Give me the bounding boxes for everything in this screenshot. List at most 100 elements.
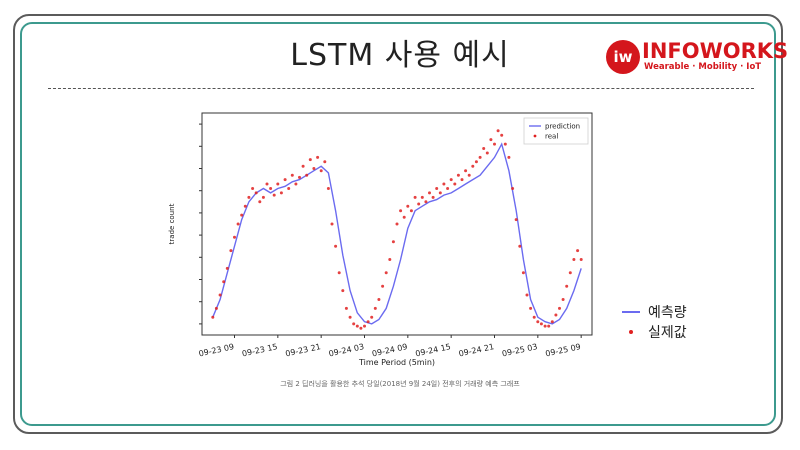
chart-legend-prediction-label: prediction: [545, 123, 580, 131]
real-point-60: [428, 191, 431, 195]
x-tick-label-1: 09-23 15: [241, 342, 278, 358]
real-point-47: [381, 284, 385, 288]
real-point-38: [348, 315, 352, 319]
real-point-20: [283, 178, 287, 182]
x-tick-label-3: 09-24 03: [328, 342, 365, 358]
real-point-70: [464, 169, 468, 173]
real-point-41: [359, 326, 363, 330]
real-point-33: [330, 222, 334, 226]
real-point-86: [521, 271, 525, 275]
x-tick-label-4: 09-24 09: [371, 342, 408, 358]
real-point-97: [561, 298, 565, 301]
real-point-45: [373, 306, 377, 310]
logo-tagline: Wearable · Mobility · IoT: [644, 62, 762, 72]
real-point-91: [539, 322, 543, 326]
real-point-95: [554, 313, 558, 317]
real-point-87: [525, 293, 529, 297]
x-tick-label-5: 09-24 15: [415, 342, 452, 358]
figure-caption: 그림 2 딥러닝을 활용한 추석 당일(2018년 9월 24일) 전후의 거래…: [280, 380, 520, 388]
real-point-75: [482, 147, 486, 150]
real-point-67: [453, 182, 457, 186]
real-point-72: [471, 164, 475, 168]
real-point-0: [211, 315, 215, 319]
real-point-7: [236, 222, 240, 226]
real-point-48: [384, 271, 388, 275]
x-tick-label-7: 09-25 03: [501, 342, 538, 358]
real-point-88: [529, 306, 533, 310]
real-point-62: [435, 187, 439, 190]
real-point-34: [334, 244, 338, 248]
real-point-63: [438, 191, 442, 195]
real-point-22: [290, 173, 294, 177]
real-point-40: [355, 324, 359, 328]
slide-title: LSTM 사용 예시: [290, 38, 510, 73]
real-point-43: [366, 320, 370, 324]
real-dot-swatch: [629, 330, 633, 334]
real-point-24: [298, 175, 301, 179]
real-point-31: [323, 160, 327, 164]
real-point-85: [518, 244, 522, 248]
real-point-28: [312, 167, 316, 170]
real-point-79: [496, 129, 500, 133]
prediction-line-swatch: [622, 311, 640, 313]
real-point-83: [511, 187, 515, 190]
real-point-46: [377, 298, 381, 301]
real-point-98: [565, 284, 569, 288]
real-point-68: [456, 173, 460, 177]
real-point-21: [287, 187, 291, 190]
real-point-4: [225, 266, 229, 270]
slide-outer-frame: [13, 14, 783, 434]
x-axis-label: Time Period (5min): [358, 358, 435, 367]
real-point-69: [460, 178, 464, 182]
slide-inner-frame: [20, 22, 776, 426]
real-point-2: [218, 293, 222, 297]
real-point-3: [222, 280, 226, 284]
real-point-23: [294, 182, 298, 186]
real-point-49: [388, 258, 392, 261]
real-point-90: [536, 320, 540, 324]
real-point-12: [254, 191, 258, 195]
real-point-65: [446, 187, 450, 190]
x-tick-label-2: 09-23 21: [285, 342, 322, 358]
real-point-19: [279, 191, 283, 195]
real-point-57: [417, 202, 421, 206]
real-point-52: [399, 209, 403, 213]
real-point-37: [344, 306, 348, 310]
real-point-15: [265, 182, 269, 186]
real-point-10: [247, 195, 251, 199]
real-point-36: [341, 289, 345, 293]
real-point-80: [500, 133, 504, 137]
real-point-1: [214, 306, 218, 310]
real-point-102: [579, 258, 583, 261]
real-point-9: [243, 204, 247, 208]
real-point-53: [402, 215, 406, 219]
real-point-81: [503, 142, 507, 146]
real-point-26: [305, 173, 309, 177]
real-point-92: [543, 324, 547, 328]
real-point-6: [233, 235, 236, 239]
real-point-56: [413, 195, 417, 199]
y-axis-label: trade count: [168, 203, 176, 244]
logo-name: INFOWORKS: [642, 39, 789, 63]
real-point-54: [406, 204, 410, 208]
real-point-78: [493, 142, 496, 146]
real-point-64: [442, 182, 446, 186]
lstm-prediction-chart: 09-23 09 09-23 15 09-23 21 09-24 03 09-24 09…: [168, 112, 593, 367]
real-point-58: [420, 195, 424, 199]
real-point-89: [532, 315, 536, 319]
title-divider: [48, 88, 754, 89]
real-point-84: [514, 218, 518, 222]
x-tick-label-0: 09-23 09: [198, 342, 235, 358]
real-point-18: [276, 182, 280, 186]
side-legend-prediction-label: 예측량: [648, 305, 687, 321]
real-point-82: [507, 155, 511, 159]
real-point-44: [370, 315, 374, 319]
chart-legend-box: [523, 117, 589, 145]
logo-mark-icon: iw: [606, 40, 640, 74]
real-point-42: [363, 324, 366, 328]
real-point-29: [316, 155, 320, 159]
real-point-55: [409, 209, 413, 213]
real-point-59: [424, 200, 428, 204]
real-point-27: [308, 158, 312, 162]
real-point-5: [229, 249, 233, 253]
